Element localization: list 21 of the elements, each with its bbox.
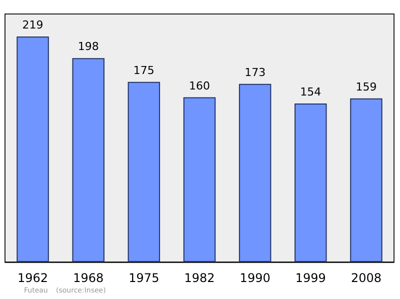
data-label: 175 bbox=[133, 64, 154, 77]
data-label: 160 bbox=[189, 79, 210, 92]
data-label: 173 bbox=[244, 66, 266, 79]
bar bbox=[183, 97, 216, 262]
data-label: 154 bbox=[300, 85, 322, 98]
x-tick-label: 1975 bbox=[128, 271, 160, 285]
bar bbox=[350, 98, 382, 262]
x-tick-label: 2008 bbox=[350, 271, 382, 285]
x-tick-label: 1990 bbox=[240, 271, 270, 285]
bar bbox=[128, 82, 160, 262]
x-tick-label: 1999 bbox=[295, 271, 326, 285]
data-label: 198 bbox=[78, 40, 99, 54]
x-tick-label: 1968 bbox=[73, 271, 104, 285]
x-tick-label: 1962 bbox=[18, 271, 48, 285]
data-label: 159 bbox=[356, 80, 377, 94]
x-tick-label: 1982 bbox=[184, 271, 215, 285]
data-label: 219 bbox=[22, 18, 44, 32]
bar bbox=[238, 84, 272, 262]
bar bbox=[294, 103, 327, 262]
bar bbox=[16, 36, 49, 262]
bar bbox=[72, 58, 104, 262]
